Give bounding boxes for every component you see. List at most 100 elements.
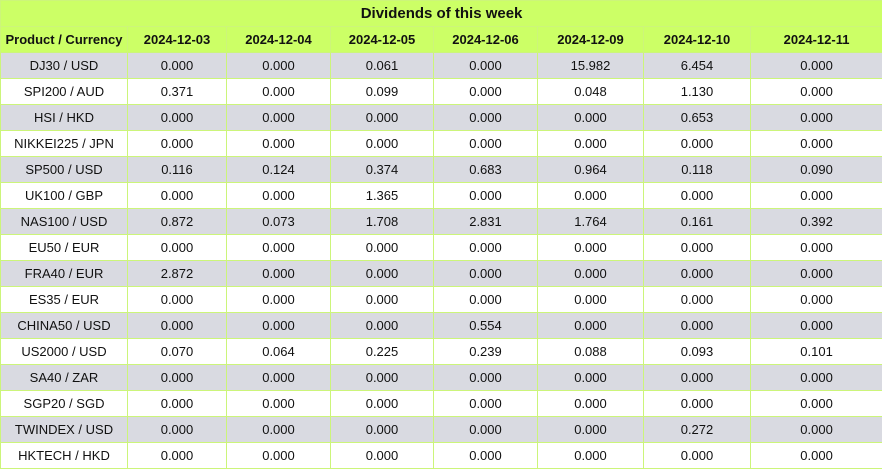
dividend-cell: 0.000 <box>537 312 644 339</box>
product-cell: SP500 / USD <box>0 156 128 183</box>
product-cell: NIKKEI225 / JPN <box>0 130 128 157</box>
dividend-cell: 0.000 <box>749 234 882 261</box>
dividend-cell: 0.000 <box>749 442 882 469</box>
dividend-cell: 0.000 <box>433 260 538 287</box>
dividend-cell: 1.365 <box>330 182 434 209</box>
table-row: NIKKEI225 / JPN 0.000 0.000 0.000 0.000 0.000… <box>0 130 882 157</box>
dividend-cell: 0.090 <box>749 156 882 183</box>
dividend-cell: 0.000 <box>330 260 434 287</box>
dividend-cell: 0.000 <box>433 390 538 417</box>
column-header: 2024-12-10 <box>643 26 751 53</box>
dividend-cell: 0.000 <box>330 390 434 417</box>
product-cell: NAS100 / USD <box>0 208 128 235</box>
dividend-cell: 0.392 <box>749 208 882 235</box>
dividend-cell: 0.000 <box>330 104 434 131</box>
dividend-cell: 0.000 <box>433 286 538 313</box>
dividend-cell: 0.554 <box>433 312 538 339</box>
dividend-cell: 0.000 <box>226 78 331 105</box>
dividend-cell: 0.000 <box>330 312 434 339</box>
dividend-cell: 0.073 <box>226 208 331 235</box>
dividend-cell: 0.000 <box>226 286 331 313</box>
dividend-cell: 0.000 <box>749 130 882 157</box>
dividend-cell: 0.872 <box>127 208 227 235</box>
dividend-cell: 0.064 <box>226 338 331 365</box>
column-header: 2024-12-03 <box>127 26 227 53</box>
table-row: FRA40 / EUR 2.872 0.000 0.000 0.000 0.000 0.00… <box>0 260 882 287</box>
column-header: 2024-12-11 <box>749 26 882 53</box>
dividend-cell: 0.000 <box>330 286 434 313</box>
dividend-cell: 0.101 <box>749 338 882 365</box>
dividend-cell: 0.000 <box>537 286 644 313</box>
dividend-cell: 0.371 <box>127 78 227 105</box>
dividend-cell: 0.000 <box>330 416 434 443</box>
dividend-cell: 0.118 <box>643 156 751 183</box>
product-cell: TWINDEX / USD <box>0 416 128 443</box>
dividend-cell: 0.000 <box>226 312 331 339</box>
dividend-cell: 0.000 <box>226 260 331 287</box>
dividend-cell: 0.000 <box>127 182 227 209</box>
dividend-cell: 0.000 <box>127 286 227 313</box>
dividend-cell: 0.653 <box>643 104 751 131</box>
dividend-cell: 0.000 <box>433 52 538 79</box>
dividend-cell: 0.061 <box>330 52 434 79</box>
dividend-cell: 0.000 <box>749 416 882 443</box>
dividend-cell: 0.093 <box>643 338 751 365</box>
dividend-cell: 0.000 <box>643 286 751 313</box>
table-row: US2000 / USD 0.070 0.064 0.225 0.239 0.088 0.0… <box>0 338 882 365</box>
dividend-cell: 0.161 <box>643 208 751 235</box>
dividend-cell: 1.130 <box>643 78 751 105</box>
dividend-cell: 0.000 <box>433 130 538 157</box>
table-row: SPI200 / AUD 0.371 0.000 0.099 0.000 0.048 1.1… <box>0 78 882 105</box>
table-row: ES35 / EUR 0.000 0.000 0.000 0.000 0.000 0.000… <box>0 286 882 313</box>
dividend-cell: 0.000 <box>226 182 331 209</box>
dividend-cell: 0.000 <box>433 364 538 391</box>
dividend-cell: 0.000 <box>749 260 882 287</box>
dividend-cell: 0.000 <box>537 364 644 391</box>
dividend-cell: 0.070 <box>127 338 227 365</box>
dividend-cell: 0.000 <box>749 52 882 79</box>
dividend-cell: 0.000 <box>330 234 434 261</box>
product-cell: US2000 / USD <box>0 338 128 365</box>
table-row: EU50 / EUR 0.000 0.000 0.000 0.000 0.000 0.000… <box>0 234 882 261</box>
dividend-cell: 0.000 <box>226 130 331 157</box>
dividend-cell: 0.000 <box>226 416 331 443</box>
dividend-cell: 0.124 <box>226 156 331 183</box>
table-row: HSI / HKD 0.000 0.000 0.000 0.000 0.000 0.653 0… <box>0 104 882 131</box>
dividend-cell: 0.000 <box>226 52 331 79</box>
dividend-cell: 0.000 <box>330 364 434 391</box>
dividend-cell: 0.116 <box>127 156 227 183</box>
dividend-cell: 0.000 <box>127 104 227 131</box>
table-row: SP500 / USD 0.116 0.124 0.374 0.683 0.964 0.11… <box>0 156 882 183</box>
dividend-cell: 0.000 <box>749 312 882 339</box>
table-title: Dividends of this week <box>0 0 882 27</box>
dividend-cell: 0.000 <box>226 364 331 391</box>
dividend-cell: 0.000 <box>537 182 644 209</box>
dividend-cell: 0.000 <box>643 260 751 287</box>
dividend-cell: 0.000 <box>537 260 644 287</box>
product-cell: UK100 / GBP <box>0 182 128 209</box>
dividend-cell: 0.683 <box>433 156 538 183</box>
product-cell: SPI200 / AUD <box>0 78 128 105</box>
table-row: SGP20 / SGD 0.000 0.000 0.000 0.000 0.000 0.00… <box>0 390 882 417</box>
dividend-cell: 0.000 <box>433 182 538 209</box>
dividend-cell: 0.000 <box>749 182 882 209</box>
dividend-cell: 0.000 <box>433 234 538 261</box>
dividend-cell: 0.000 <box>749 78 882 105</box>
column-header: 2024-12-05 <box>330 26 434 53</box>
dividend-cell: 0.000 <box>537 442 644 469</box>
dividend-cell: 0.000 <box>643 364 751 391</box>
table-row: NAS100 / USD 0.872 0.073 1.708 2.831 1.764 0.1… <box>0 208 882 235</box>
product-cell: FRA40 / EUR <box>0 260 128 287</box>
dividend-cell: 0.000 <box>537 416 644 443</box>
dividend-cell: 0.048 <box>537 78 644 105</box>
dividend-cell: 0.000 <box>330 442 434 469</box>
product-cell: EU50 / EUR <box>0 234 128 261</box>
dividend-cell: 0.000 <box>643 182 751 209</box>
dividend-cell: 0.000 <box>749 364 882 391</box>
header-row: Product / Currency 2024-12-03 2024-12-04 20… <box>0 26 882 53</box>
dividend-cell: 0.000 <box>127 416 227 443</box>
column-header: 2024-12-09 <box>537 26 644 53</box>
dividend-cell: 0.000 <box>127 364 227 391</box>
